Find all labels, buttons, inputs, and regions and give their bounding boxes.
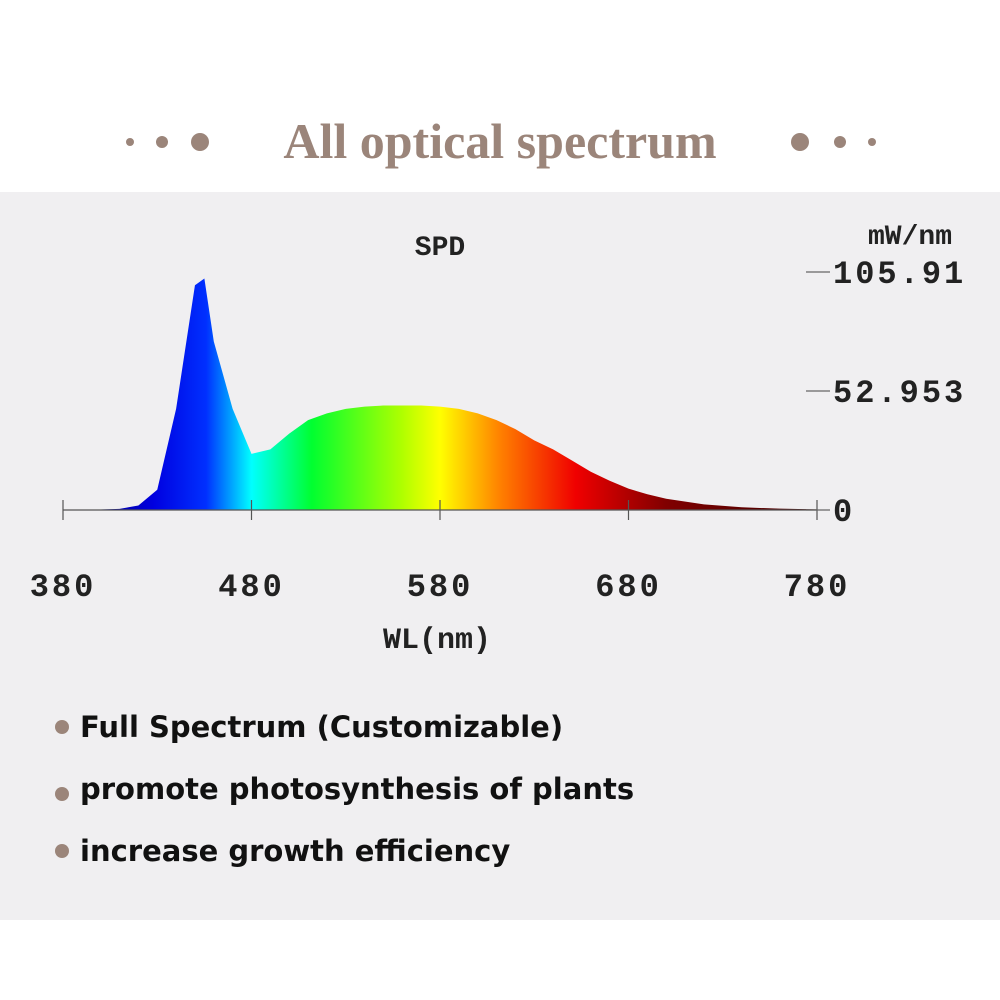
panel (0, 192, 1000, 920)
y-tick-label: 105.91 (833, 256, 966, 293)
y-axis-label: mW/nm (868, 222, 952, 253)
bullet-dot (55, 787, 69, 801)
bullet-text: Full Spectrum (Customizable) (80, 710, 563, 744)
title-dots (126, 133, 876, 151)
y-tick-label: 52.953 (833, 375, 966, 412)
x-tick-label: 780 (784, 569, 851, 606)
x-tick-label: 580 (407, 569, 474, 606)
bullet-text: promote photosynthesis of plants (80, 772, 634, 806)
x-tick-label: 380 (30, 569, 97, 606)
bullet-dot (55, 844, 69, 858)
chart-title: SPD (415, 233, 465, 264)
bullet-list: Full Spectrum (Customizable) promote phot… (55, 710, 634, 868)
spectrum-area (63, 278, 817, 510)
bullet-dot (55, 720, 69, 734)
bullet-text: increase growth efficiency (80, 834, 510, 868)
x-axis-label: WL(nm) (383, 624, 491, 658)
chart: SPD mW/nm WL(nm) 380 480 580 680 780 0 52.953 1… (30, 222, 966, 658)
page-title: All optical spectrum (283, 113, 716, 169)
y-tick-label: 0 (833, 494, 855, 531)
x-tick-label: 480 (218, 569, 285, 606)
x-tick-label: 680 (595, 569, 662, 606)
